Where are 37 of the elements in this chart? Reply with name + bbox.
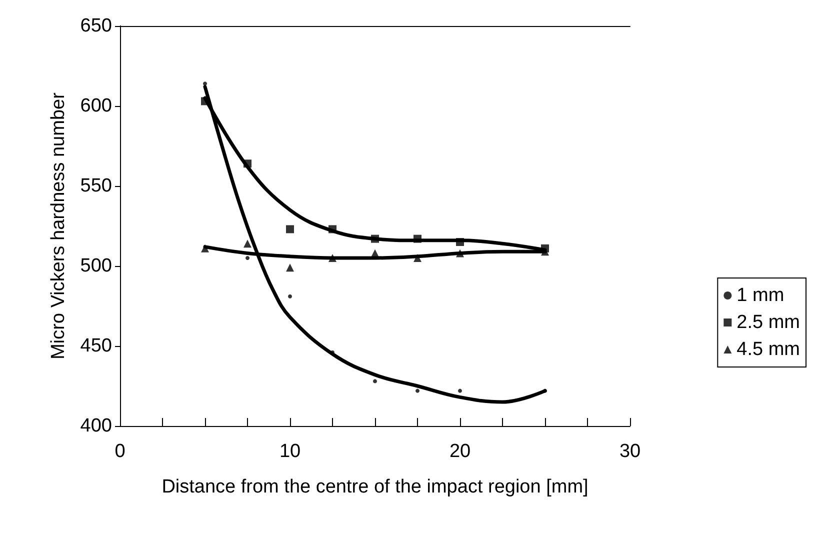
y-tick-label: 450 xyxy=(80,336,112,356)
point xyxy=(543,388,547,393)
point xyxy=(371,234,379,243)
x-tick-label: 20 xyxy=(449,441,471,462)
y-tick-label: 500 xyxy=(80,256,112,276)
point xyxy=(416,388,420,393)
point xyxy=(373,379,377,384)
point xyxy=(201,244,209,252)
point xyxy=(414,234,422,243)
point xyxy=(246,256,250,260)
x-tick-label: 30 xyxy=(619,441,641,462)
point xyxy=(244,240,252,248)
legend-label: 1 mm xyxy=(736,285,784,306)
point xyxy=(286,264,294,272)
x-axis-title: Distance from the centre of the impact region [mm] xyxy=(162,476,588,498)
point xyxy=(541,248,549,256)
y-tick-label: 650 xyxy=(80,16,112,36)
point xyxy=(414,254,422,262)
legend-label: 4.5 mm xyxy=(736,339,800,360)
point xyxy=(328,254,336,262)
point xyxy=(328,225,336,234)
point xyxy=(244,160,252,168)
x-tick-label: 0 xyxy=(114,441,126,462)
line-series xyxy=(203,85,547,404)
point xyxy=(371,249,379,258)
point xyxy=(203,82,207,86)
y-tick-label: 550 xyxy=(80,176,112,196)
point xyxy=(288,294,292,298)
point xyxy=(456,238,464,246)
point xyxy=(456,249,464,258)
point xyxy=(458,388,462,393)
y-tick-label: 400 xyxy=(80,416,112,436)
x-tick-label: 10 xyxy=(279,441,301,462)
point xyxy=(286,225,294,234)
legend-label: 2.5 mm xyxy=(736,312,800,333)
y-axis-title: Micro Vickers hardness number xyxy=(48,92,69,360)
y-tick-label: 600 xyxy=(80,96,112,116)
